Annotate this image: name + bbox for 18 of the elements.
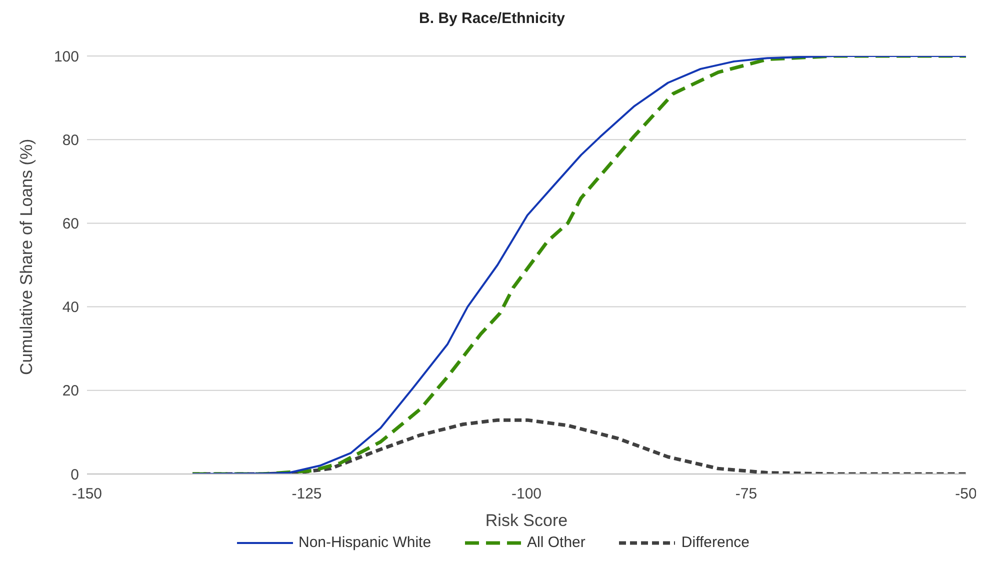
y-tick-label: 20 (62, 382, 79, 400)
x-tick-label: -125 (292, 486, 322, 503)
y-axis-title: Cumulative Share of Loans (%) (17, 138, 36, 375)
x-tick-label: -150 (72, 486, 102, 503)
x-tick-label: -50 (955, 486, 977, 503)
legend-label: Non-Hispanic White (298, 534, 432, 551)
legend-label: All Other (527, 534, 586, 551)
y-tick-label: 40 (62, 299, 79, 316)
chart-title: B. By Race/Ethnicity (418, 9, 566, 29)
y-tick-label: 0 (70, 466, 79, 484)
x-tick-label: -100 (511, 486, 542, 503)
x-axis-title: Risk Score (485, 511, 568, 530)
legend-label: Difference (681, 534, 750, 551)
y-tick-label: 100 (54, 48, 79, 66)
x-tick-label: -75 (735, 486, 758, 503)
y-tick-label: 60 (62, 216, 79, 233)
y-tick-label: 80 (62, 132, 79, 149)
line-series (191, 56, 966, 474)
